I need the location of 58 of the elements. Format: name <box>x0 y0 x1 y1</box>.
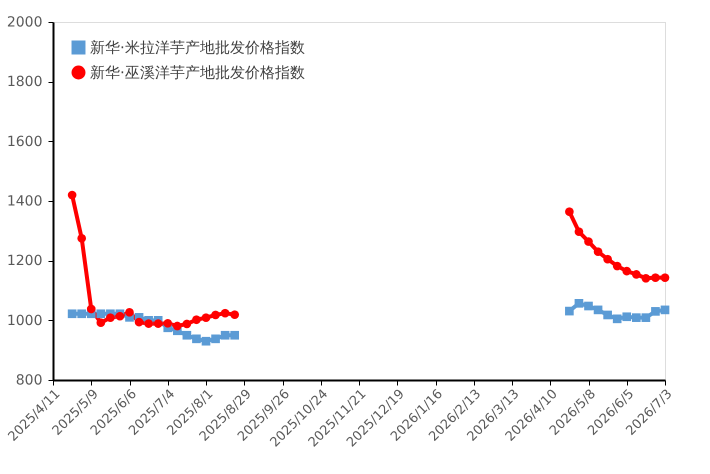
point <box>612 262 622 270</box>
point <box>584 302 593 310</box>
legend-label: 新华·巫溪洋芋产地批发价格指数 <box>90 64 305 82</box>
point <box>594 306 602 314</box>
point <box>96 309 106 318</box>
point <box>642 313 650 322</box>
point <box>603 310 612 320</box>
point <box>220 308 230 318</box>
point <box>86 304 96 314</box>
point <box>632 270 641 279</box>
point <box>642 274 650 283</box>
point <box>125 308 134 317</box>
y-tick-label: 800 <box>16 372 42 388</box>
point <box>134 318 144 326</box>
y-tick-label: 1000 <box>6 312 42 329</box>
point <box>182 320 192 328</box>
point <box>565 306 574 316</box>
point <box>77 234 86 243</box>
point <box>622 312 632 322</box>
y-tick-label: 2000 <box>6 14 42 30</box>
point <box>660 306 670 314</box>
point <box>574 299 584 308</box>
point <box>651 273 660 282</box>
point <box>192 315 201 324</box>
y-tick-label: 1400 <box>6 194 42 210</box>
point <box>211 334 220 344</box>
point <box>192 334 201 344</box>
point <box>77 309 86 318</box>
point <box>96 318 106 328</box>
point <box>154 319 163 328</box>
point <box>144 319 153 328</box>
point <box>660 273 670 282</box>
point <box>574 227 584 236</box>
point <box>230 330 240 340</box>
point <box>612 314 622 324</box>
point <box>106 313 115 322</box>
legend-label: 新华·米拉洋芋产地批发价格指数 <box>90 38 305 56</box>
point <box>163 318 172 328</box>
point <box>603 254 612 264</box>
point <box>211 310 220 320</box>
y-tick-label: 1600 <box>6 134 42 150</box>
point <box>202 336 210 346</box>
point <box>182 330 192 340</box>
y-tick-label: 1200 <box>6 253 42 270</box>
point <box>220 330 230 340</box>
point <box>565 207 574 216</box>
point <box>172 322 182 330</box>
point <box>584 237 593 246</box>
point <box>202 313 210 322</box>
point <box>230 310 240 319</box>
point <box>68 190 76 200</box>
point <box>594 247 602 256</box>
point <box>622 266 632 276</box>
y-tick-label: 1800 <box>6 74 42 90</box>
point <box>651 307 660 316</box>
point <box>632 313 641 322</box>
point <box>68 309 76 318</box>
point <box>116 312 124 320</box>
